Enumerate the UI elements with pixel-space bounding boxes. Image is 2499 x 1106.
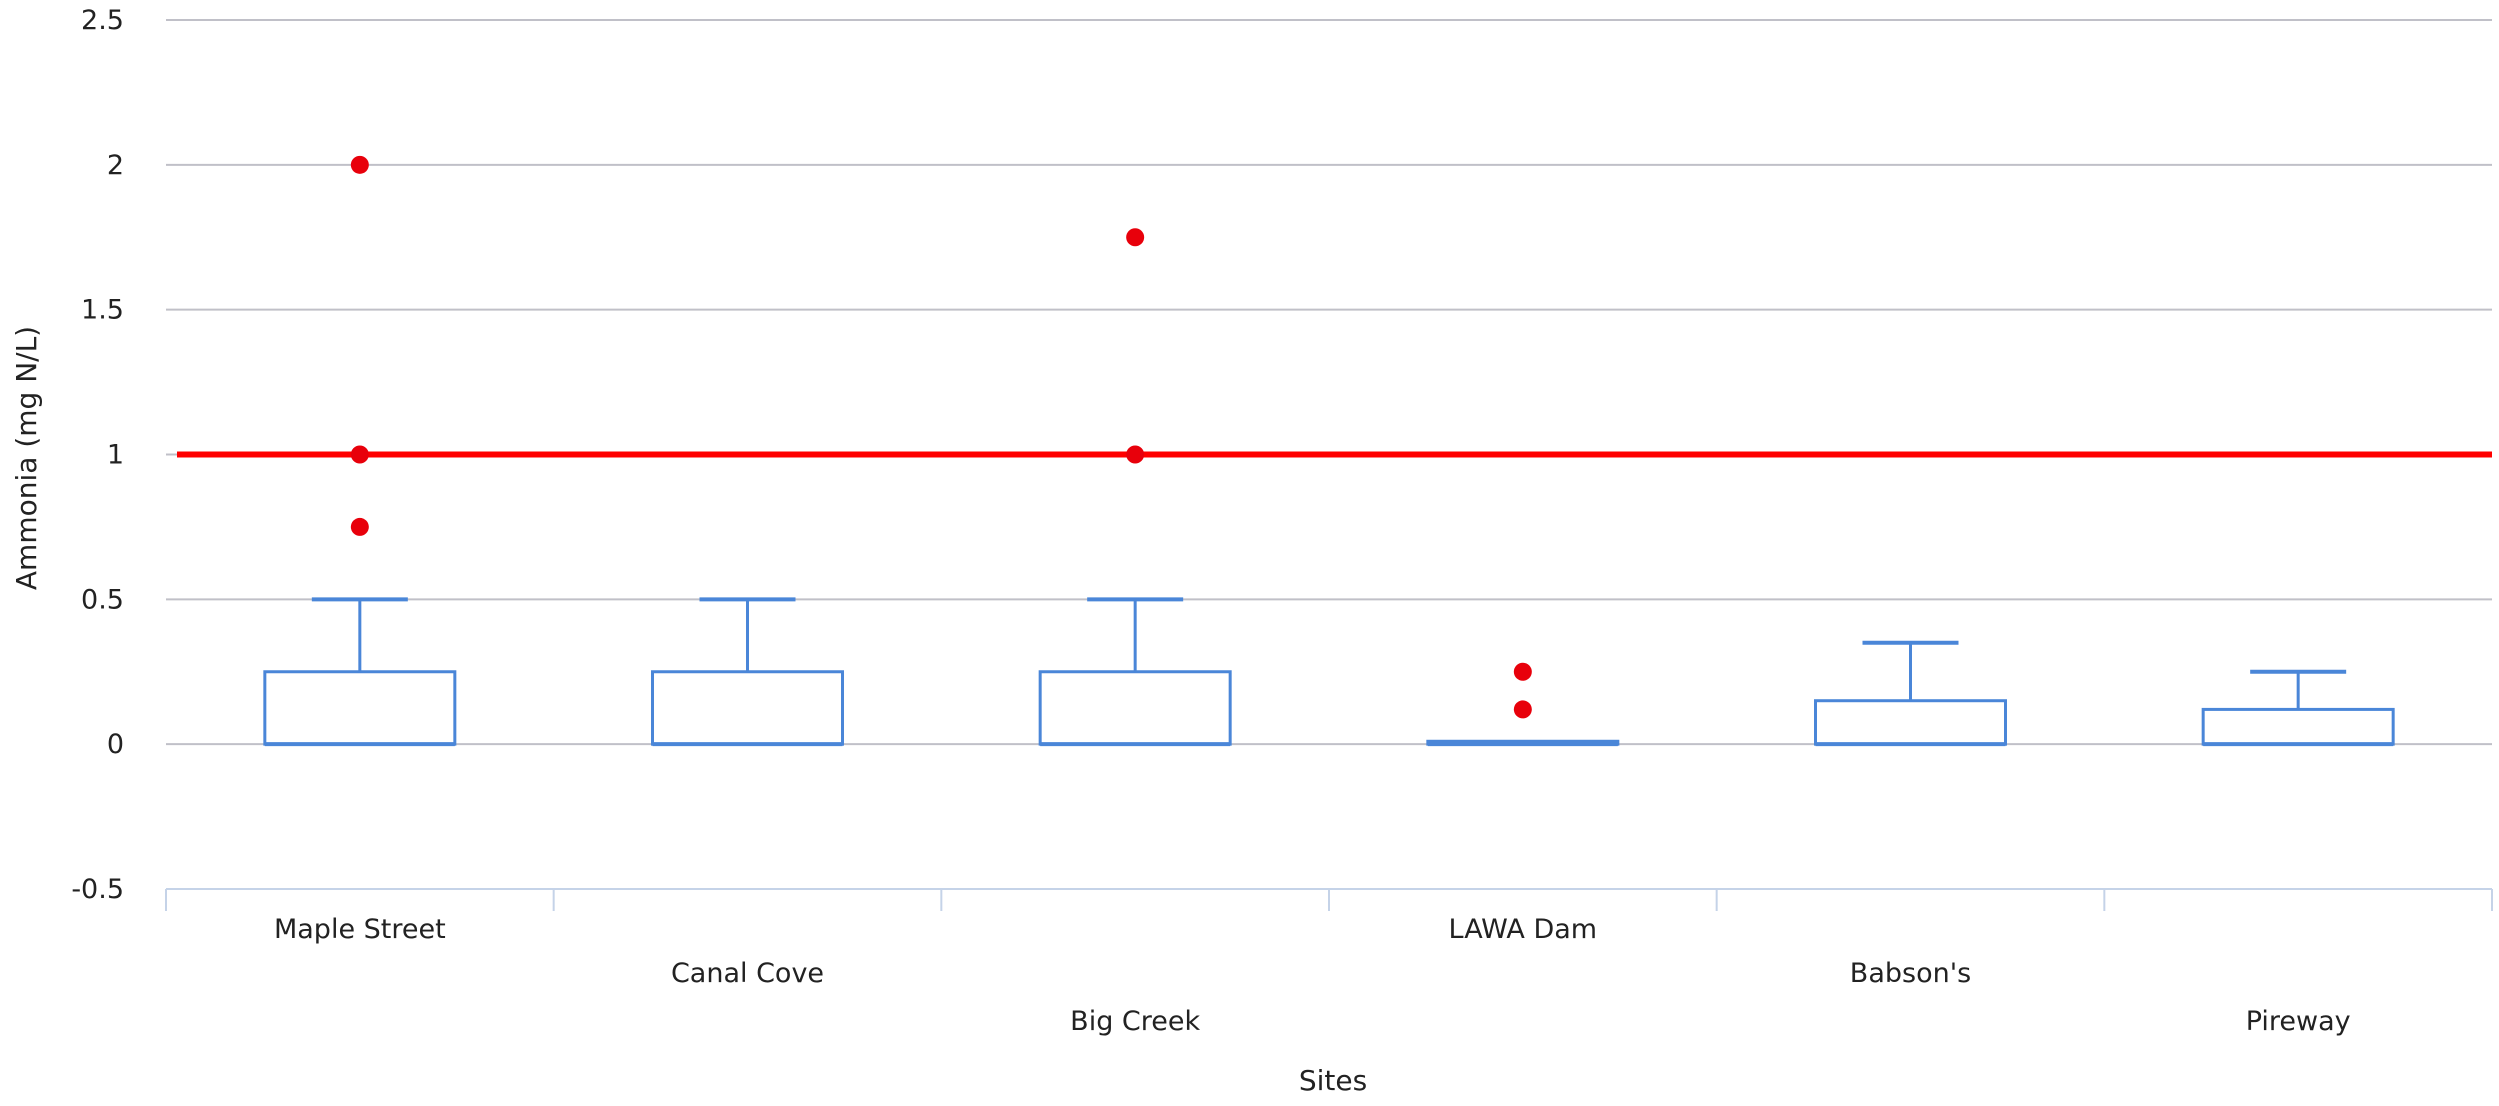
x-axis-title: Sites xyxy=(1299,1064,1367,1097)
box-body xyxy=(1038,670,1232,746)
y-tick-label: -0.5 xyxy=(71,874,124,905)
box-body xyxy=(651,670,844,746)
outlier-point xyxy=(1513,662,1532,681)
grid-lines xyxy=(166,19,2492,746)
outlier-point xyxy=(350,155,369,174)
x-category-label: Canal Cove xyxy=(671,958,824,989)
y-tick-label: 0.5 xyxy=(81,584,124,615)
box-3 xyxy=(1426,739,1620,747)
x-category-label: Pireway xyxy=(2246,1006,2351,1037)
x-axis xyxy=(165,888,2493,911)
y-tick-label: 2.5 xyxy=(81,5,124,36)
x-category-label: Maple Street xyxy=(274,914,446,945)
box-2 xyxy=(1038,597,1232,747)
outlier-point xyxy=(1126,445,1145,464)
box-1 xyxy=(651,597,844,747)
outlier-point xyxy=(1513,700,1532,719)
outlier-point xyxy=(350,445,369,464)
x-category-label: Babson's xyxy=(1850,958,1971,989)
y-tick-label: 1 xyxy=(107,440,124,471)
box-5 xyxy=(2201,669,2395,747)
boxes xyxy=(263,597,2395,747)
y-tick-label: 2 xyxy=(107,150,124,181)
box-body xyxy=(2201,707,2395,746)
y-axis-title: Ammonia (mg N/L) xyxy=(10,326,43,590)
y-tick-label: 1.5 xyxy=(81,295,124,326)
box-4 xyxy=(1814,640,2007,747)
x-category-label: Big Creek xyxy=(1070,1006,1200,1037)
y-tick-labels: -0.5 0 0.5 1 1.5 2 2.5 xyxy=(71,5,124,905)
outlier-points xyxy=(350,155,1532,719)
box-body xyxy=(263,670,457,746)
x-category-label: LAWA Dam xyxy=(1449,914,1598,945)
x-category-labels: Maple Street Canal Cove Big Creek LAWA Dam B… xyxy=(274,914,2351,1037)
box-0 xyxy=(263,597,457,747)
box-body xyxy=(1814,699,2007,746)
outlier-point xyxy=(350,517,369,536)
outlier-point xyxy=(1126,228,1145,247)
y-tick-label: 0 xyxy=(107,729,124,760)
